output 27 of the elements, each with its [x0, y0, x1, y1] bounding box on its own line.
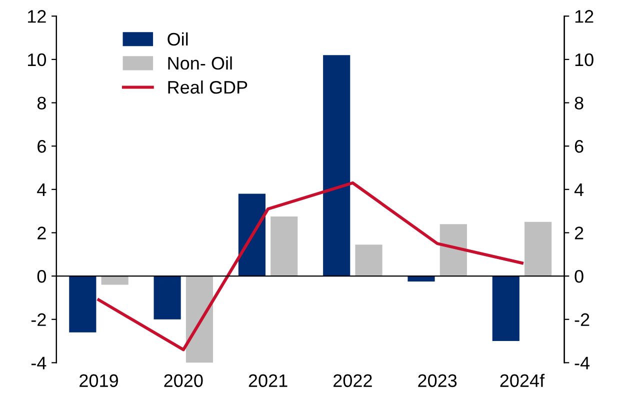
legend-label: Non- Oil	[168, 56, 232, 70]
legend-label: Oil	[168, 32, 188, 46]
y2-tick-label: 8	[574, 96, 584, 110]
y-tick-label: 12	[28, 10, 46, 23]
y-tick-label: 6	[38, 140, 46, 153]
x-tick-label: 2020	[164, 374, 203, 388]
y-tick-label: 0	[37, 270, 46, 283]
y-tick-label: 2	[38, 226, 46, 240]
y-tick-label: 10	[28, 53, 46, 66]
y2-tick-label: 2	[574, 226, 584, 240]
y2-tick-label: -2	[574, 313, 590, 326]
y2-tick-label: 6	[574, 140, 584, 153]
x-tick-label: 2024f	[500, 374, 545, 388]
y-tick-label: 4	[37, 184, 46, 196]
x-tick-label: 2022	[334, 374, 372, 388]
y-tick-label: 8	[37, 96, 46, 110]
x-tick-label: 2019	[80, 374, 118, 388]
y-tick-label: -4	[31, 356, 46, 370]
y2-tick-label: 0	[574, 270, 584, 283]
y2-tick-label: 12	[575, 10, 594, 23]
y-tick-label: -2	[31, 313, 46, 326]
x-tick-label: 2021	[248, 374, 288, 388]
x-tick-label: 2023	[418, 374, 457, 388]
y2-tick-label: 10	[575, 53, 594, 66]
y2-tick-label: -4	[574, 356, 590, 370]
y2-tick-label: 4	[574, 184, 584, 196]
legend-label: Real GDP	[168, 80, 248, 94]
